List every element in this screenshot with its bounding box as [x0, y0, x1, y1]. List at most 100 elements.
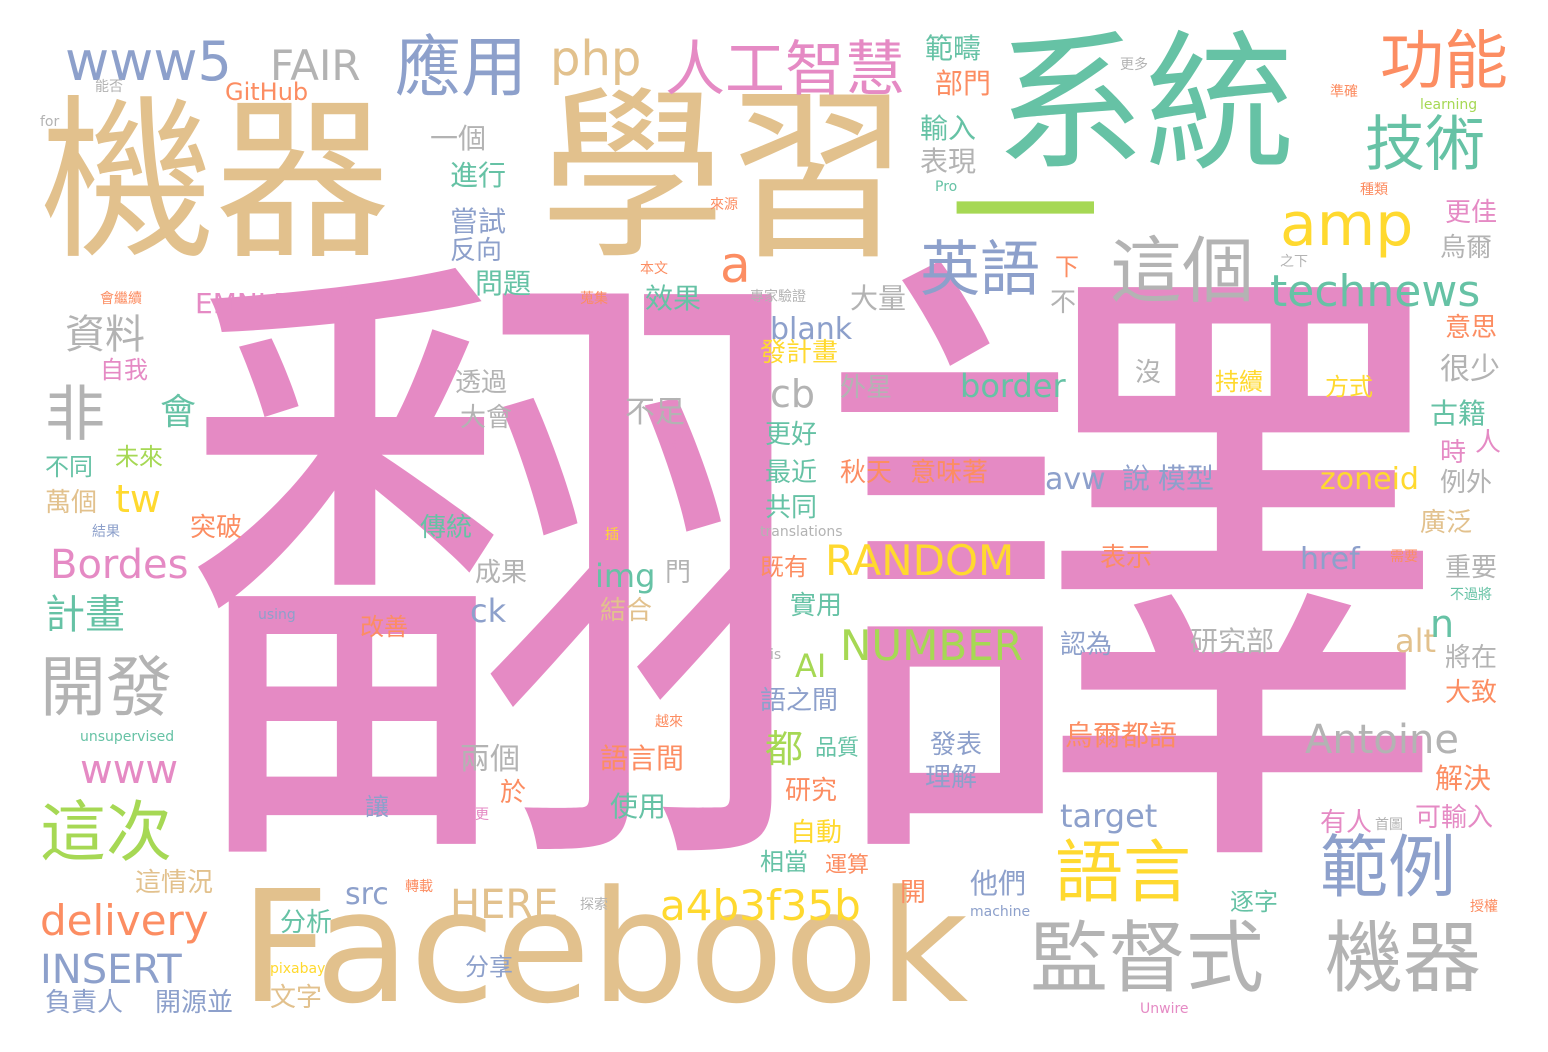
word: using [258, 607, 296, 623]
word: 讓 [365, 793, 389, 821]
word: 英語 [920, 235, 1040, 305]
word: Facebook [240, 857, 969, 1038]
word: 插 [605, 527, 619, 543]
word: Unwire [1140, 1001, 1189, 1017]
word: 開發 [40, 649, 172, 726]
word: 方式 [1325, 373, 1373, 401]
word: EMNLP [195, 287, 291, 320]
word: 大致 [1445, 678, 1498, 708]
word: 使用 [610, 790, 667, 823]
word: 功能 [1380, 25, 1508, 99]
word: 都 [765, 727, 804, 771]
word: 不足 [625, 395, 685, 430]
word: zoneid [1320, 462, 1419, 497]
word: 應用 [395, 29, 527, 106]
word: 範疇 [925, 32, 982, 65]
word: 說 [1122, 462, 1151, 495]
word: 進行 [450, 159, 507, 192]
word: 秋天 [840, 458, 893, 488]
word: 不 [1050, 288, 1077, 318]
word: 授權 [1470, 899, 1498, 915]
word: 一個 [430, 122, 487, 155]
word: 會 [160, 392, 197, 433]
word: 運算 [825, 853, 870, 878]
word: 範例 [1320, 829, 1457, 908]
word: 持續 [1215, 368, 1263, 396]
word: 他們 [970, 867, 1027, 900]
word: 能否 [95, 79, 123, 95]
word: href [1300, 542, 1360, 577]
word: 不同 [45, 453, 93, 481]
word: 研究部 [1190, 625, 1275, 658]
word: Bordes [50, 542, 189, 588]
word: a [720, 236, 751, 294]
word: 轉載 [405, 879, 433, 895]
word: 非 [45, 380, 105, 450]
word: 古籍 [1430, 397, 1487, 430]
word: delivery [40, 896, 209, 945]
word: 不過將 [1450, 587, 1492, 603]
word: Pro [935, 179, 958, 195]
word: 兩個 [460, 742, 520, 777]
word: src [345, 877, 389, 912]
word: 翻譯會 [310, 291, 352, 307]
word: 文字 [270, 983, 323, 1013]
word: Antoine [1305, 717, 1459, 763]
word: FAIR [270, 41, 361, 90]
word: 結合 [600, 596, 653, 626]
word: 可輸入 [1415, 803, 1494, 833]
word: n [1430, 602, 1455, 646]
word: 本文 [640, 261, 668, 277]
word: 系統 [995, 18, 1296, 192]
word: 之下 [1280, 254, 1308, 270]
word: 理解 [925, 763, 978, 793]
word: border [960, 367, 1066, 405]
word: 這個 [1110, 229, 1255, 313]
word: php [550, 31, 642, 87]
word: blank [770, 312, 853, 347]
word: ck [470, 592, 507, 630]
word: 應付 [665, 436, 693, 452]
word: 實用 [790, 591, 843, 621]
word: 問題 [475, 267, 532, 300]
word: GitHub [225, 78, 309, 106]
word: 重要 [1445, 553, 1498, 583]
word: 分享 [465, 953, 513, 981]
word: 發表 [930, 730, 983, 760]
word: 最近 [765, 458, 818, 488]
word: 成果 [475, 558, 528, 588]
word: 發計畫 [760, 338, 839, 368]
word: 人 [1475, 428, 1502, 458]
word: 開源並 [155, 988, 234, 1018]
word: 這次 [40, 794, 172, 871]
word: alt [1395, 622, 1437, 660]
word: 表現 [920, 145, 977, 178]
word: technews [1270, 266, 1481, 317]
word: 廣泛 [1420, 508, 1473, 538]
word: 相當 [760, 848, 808, 876]
word: 一 [950, 128, 1101, 302]
word: 翻譯 [175, 207, 1455, 952]
word: 沒 [1135, 358, 1162, 388]
word: 語言 [1055, 834, 1192, 913]
word: amp [1280, 190, 1414, 260]
word: 輸入 [920, 112, 977, 145]
word: 改善 [360, 613, 408, 641]
word: INSERT [40, 947, 182, 993]
word: 首圖 [1375, 817, 1403, 833]
word: 更多 [1120, 57, 1148, 73]
word: 學習 [540, 69, 910, 285]
word: 負責人 [45, 988, 124, 1018]
word: 機器 [40, 81, 390, 284]
word: 逐字 [1230, 888, 1278, 916]
word: 大會 [460, 403, 513, 433]
word: 這情況 [135, 868, 214, 898]
word: 需要 [1390, 549, 1418, 565]
word: for [40, 114, 60, 130]
word: 萬個 [45, 488, 98, 518]
word: 烏爾都語 [1065, 719, 1178, 752]
word: is [770, 647, 782, 663]
word: 結果 [92, 524, 120, 540]
word: 既有 [760, 553, 808, 581]
